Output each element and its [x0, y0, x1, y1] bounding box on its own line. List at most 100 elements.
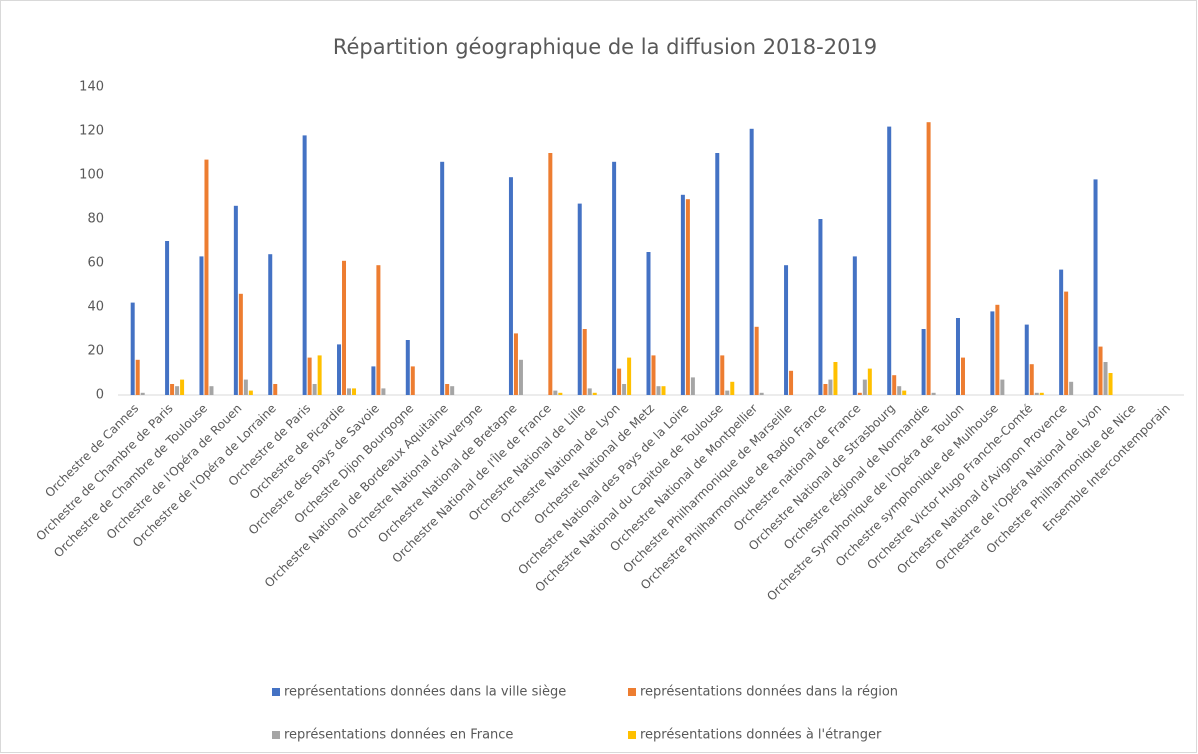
- bar: [759, 392, 764, 395]
- bar: [548, 153, 553, 395]
- bar: [243, 379, 248, 395]
- bar: [902, 390, 907, 395]
- legend-swatch: [628, 731, 636, 739]
- bar: [233, 205, 238, 395]
- bar: [381, 388, 386, 395]
- legend-label: représentations données à l'étranger: [640, 728, 882, 743]
- bar: [612, 161, 617, 395]
- bar: [833, 362, 838, 395]
- bar: [818, 219, 823, 395]
- bar: [892, 375, 897, 395]
- bar: [135, 359, 140, 395]
- bar: [617, 368, 622, 395]
- legend-label: représentations données dans la ville si…: [284, 685, 566, 700]
- bar: [857, 392, 862, 395]
- bar: [352, 388, 357, 395]
- bar: [823, 384, 828, 395]
- bar: [450, 386, 455, 395]
- legend-swatch: [628, 688, 636, 696]
- bar: [1059, 269, 1064, 395]
- legend-label: représentations données dans la région: [640, 685, 898, 700]
- bar: [317, 355, 322, 395]
- bar: [1000, 379, 1005, 395]
- bar: [312, 384, 317, 395]
- y-tick-label: 20: [87, 344, 104, 359]
- y-tick-label: 100: [79, 168, 104, 183]
- bar: [405, 340, 410, 395]
- bar: [960, 357, 965, 395]
- bar: [199, 256, 204, 395]
- chart-title: Répartition géographique de la diffusion…: [333, 35, 877, 59]
- bar: [165, 241, 170, 395]
- bar: [926, 122, 931, 395]
- y-tick-label: 140: [79, 80, 104, 95]
- bar: [725, 390, 730, 395]
- bar: [582, 329, 587, 395]
- bar: [1024, 324, 1029, 395]
- bar: [720, 355, 725, 395]
- bar: [749, 128, 754, 396]
- bar: [789, 370, 794, 395]
- bar: [1029, 364, 1034, 395]
- bar: [867, 368, 872, 395]
- bar: [690, 377, 695, 395]
- bar: [592, 392, 597, 395]
- y-tick-label: 40: [87, 300, 104, 315]
- bar: [651, 355, 656, 395]
- bar: [1098, 346, 1103, 395]
- bar: [130, 302, 135, 395]
- bar: [931, 392, 936, 395]
- bar: [955, 318, 960, 395]
- bar: [513, 333, 518, 395]
- bar: [140, 392, 145, 395]
- bar: [1103, 362, 1108, 395]
- bar: [204, 159, 209, 395]
- bar: [1093, 179, 1098, 395]
- bar: [248, 390, 253, 395]
- bar: [1039, 392, 1044, 395]
- bar: [995, 304, 1000, 395]
- bar: [1034, 392, 1039, 395]
- bar: [307, 357, 312, 395]
- bar: [170, 384, 175, 395]
- bar: [887, 126, 892, 395]
- bar: [518, 359, 523, 395]
- bar: [445, 384, 450, 395]
- legend-label: représentations données en France: [284, 728, 513, 743]
- bar: [553, 390, 558, 395]
- bar: [754, 326, 759, 395]
- bar: [347, 388, 352, 395]
- bar: [268, 254, 273, 395]
- bar: [646, 252, 651, 395]
- bar: [730, 381, 735, 395]
- bar: [180, 379, 185, 395]
- bar: [680, 194, 685, 395]
- bar: [302, 135, 307, 395]
- bar: [622, 384, 627, 395]
- bar: [440, 161, 445, 395]
- bar: [209, 386, 214, 395]
- bar: [921, 329, 926, 395]
- y-tick-label: 120: [79, 124, 104, 139]
- bar: [175, 386, 180, 395]
- bar: [371, 366, 376, 395]
- bar: [273, 384, 278, 395]
- bar: [410, 366, 415, 395]
- bar: [342, 260, 347, 395]
- legend-swatch: [272, 688, 280, 696]
- bar: [852, 256, 857, 395]
- bar: [828, 379, 833, 395]
- bar: [376, 265, 381, 395]
- bar: [508, 177, 513, 395]
- legend-swatch: [272, 731, 280, 739]
- y-tick-label: 0: [96, 388, 104, 403]
- bar: [627, 357, 632, 395]
- bar: [337, 344, 342, 395]
- bar: [238, 293, 243, 395]
- y-tick-label: 80: [87, 212, 104, 227]
- bar: [784, 265, 789, 395]
- bar: [1069, 381, 1074, 395]
- bar: [558, 392, 563, 395]
- bar: [1064, 291, 1069, 395]
